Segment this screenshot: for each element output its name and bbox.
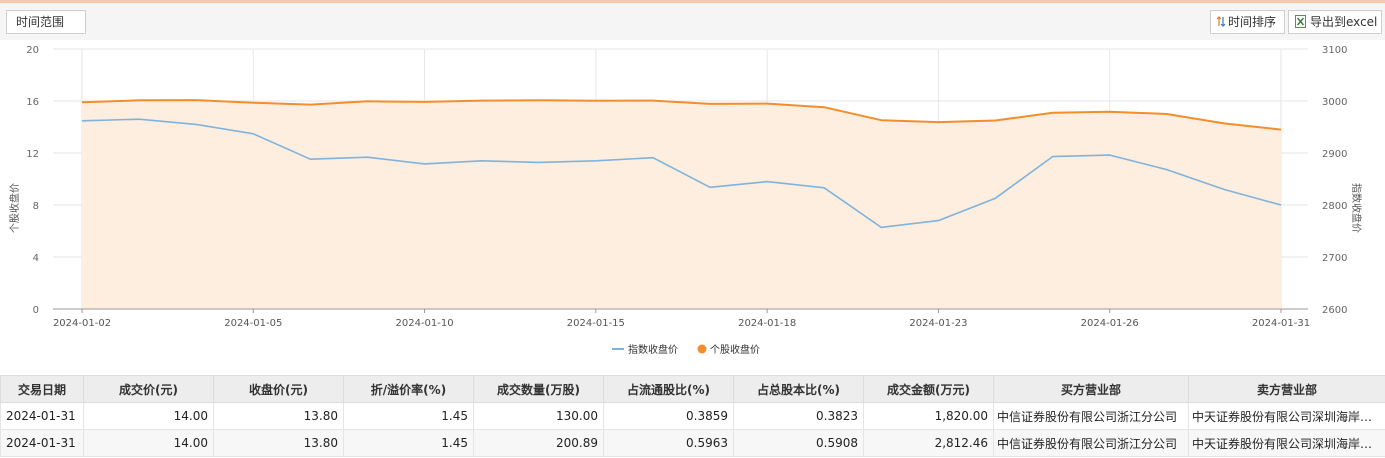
y-left-tick-label: 0: [33, 305, 39, 316]
x-tick-label: 2024-01-10: [396, 318, 454, 329]
table-cell: 0.3823: [733, 402, 864, 430]
y-left-tick-label: 8: [33, 201, 39, 212]
table-cell: 2024-01-31: [0, 402, 84, 430]
table-cell: 200.89: [473, 429, 604, 457]
table-cell: 2024-01-31: [0, 429, 84, 457]
table-header-row: 交易日期 成交价(元) 收盘价(元) 折/溢价率(%) 成交数量(万股) 占流通股比(%)…: [0, 375, 1385, 403]
table-cell: 中天证券股份有限公司深圳海岸城证券营业部: [1188, 429, 1385, 457]
table-cell: 1.45: [343, 402, 474, 430]
table-cell: 中信证券股份有限公司浙江分公司: [993, 402, 1189, 430]
x-tick-label: 2024-01-26: [1081, 318, 1139, 329]
column-header: 成交数量(万股): [473, 375, 604, 403]
y-left-tick-label: 20: [26, 45, 39, 56]
table-cell: 1.45: [343, 429, 474, 457]
y-right-tick-label: 3100: [1322, 45, 1347, 56]
time-range-button[interactable]: 时间范围: [6, 10, 86, 34]
y-right-tick-label: 2800: [1322, 201, 1347, 212]
table-cell: 0.5963: [603, 429, 734, 457]
table-cell: 2,812.46: [863, 429, 994, 457]
excel-icon: [1294, 11, 1308, 38]
x-tick-label: 2024-01-18: [738, 318, 796, 329]
y-left-tick-label: 12: [26, 149, 39, 160]
time-sort-button[interactable]: 时间排序: [1210, 10, 1285, 34]
series-lines: [81, 99, 1282, 229]
table-cell: 14.00: [83, 402, 214, 430]
column-header: 成交金额(万元): [863, 375, 994, 403]
x-tick-label: 2024-01-15: [567, 318, 625, 329]
table-cell: 13.80: [213, 402, 344, 430]
table-body: 2024-01-31 14.00 13.80 1.45 130.00 0.3859 0.38…: [0, 402, 1385, 457]
trade-table: 交易日期 成交价(元) 收盘价(元) 折/溢价率(%) 成交数量(万股) 占流通股比(%)…: [0, 375, 1385, 457]
table-cell: 0.3859: [603, 402, 734, 430]
legend-dot-marker: [697, 344, 707, 354]
column-header: 收盘价(元): [213, 375, 344, 403]
sort-arrows-icon: [1216, 11, 1226, 38]
axes: 0 2600 4 2700 8 2800 12 2900 16 3000 20 3100 2024-01…: [26, 45, 1347, 329]
column-header: 买方营业部: [993, 375, 1189, 403]
table-row: 2024-01-31 14.00 13.80 1.45 130.00 0.3859 0.38…: [0, 402, 1385, 430]
table-cell: 14.00: [83, 429, 214, 457]
column-header: 卖方营业部: [1188, 375, 1385, 403]
column-header: 交易日期: [0, 375, 84, 403]
toolbar: 时间范围 时间排序 导出到excel: [0, 3, 1385, 40]
table-row: 2024-01-31 14.00 13.80 1.45 200.89 0.5963 0.59…: [0, 429, 1385, 457]
export-excel-label: 导出到excel: [1310, 15, 1378, 29]
series-area-fill: [82, 100, 1281, 309]
x-tick-label: 2024-01-31: [1252, 318, 1310, 329]
series-line-2: [81, 99, 1282, 131]
legend-label-index: 指数收盘价: [628, 343, 678, 356]
legend: 指数收盘价 个股收盘价: [612, 343, 760, 356]
legend-label-stock: 个股收盘价: [710, 343, 760, 356]
table-cell: 1,820.00: [863, 402, 994, 430]
column-header: 折/溢价率(%): [343, 375, 474, 403]
top-accent-line: [0, 0, 1385, 3]
y-right-tick-label: 2900: [1322, 149, 1347, 160]
x-tick-label: 2024-01-23: [909, 318, 967, 329]
series-line-1: [81, 118, 1282, 229]
time-sort-label: 时间排序: [1228, 15, 1277, 29]
y-right-tick-label: 2700: [1322, 253, 1347, 264]
y-left-tick-label: 4: [33, 253, 39, 264]
export-excel-button[interactable]: 导出到excel: [1288, 10, 1382, 34]
price-chart: 0 2600 4 2700 8 2800 12 2900 16 3000 20 3100 2024-01…: [8, 45, 1363, 356]
area-fill-layer: [82, 100, 1281, 309]
column-header: 占总股本比(%): [733, 375, 864, 403]
table-cell: 中信证券股份有限公司浙江分公司: [993, 429, 1189, 457]
table-cell: 130.00: [473, 402, 604, 430]
table-cell: 中天证券股份有限公司深圳海岸城证券营业部: [1188, 402, 1385, 430]
y-right-axis-label: 指数收盘价: [1350, 183, 1363, 233]
x-tick-label: 2024-01-05: [224, 318, 282, 329]
y-right-tick-label: 2600: [1322, 305, 1347, 316]
column-header: 占流通股比(%): [603, 375, 734, 403]
table-cell: 13.80: [213, 429, 344, 457]
column-header: 成交价(元): [83, 375, 214, 403]
y-right-tick-label: 3000: [1322, 97, 1347, 108]
y-left-tick-label: 16: [26, 97, 39, 108]
x-tick-label: 2024-01-02: [53, 318, 111, 329]
y-left-axis-label: 个股收盘价: [8, 183, 21, 233]
table-cell: 0.5908: [733, 429, 864, 457]
